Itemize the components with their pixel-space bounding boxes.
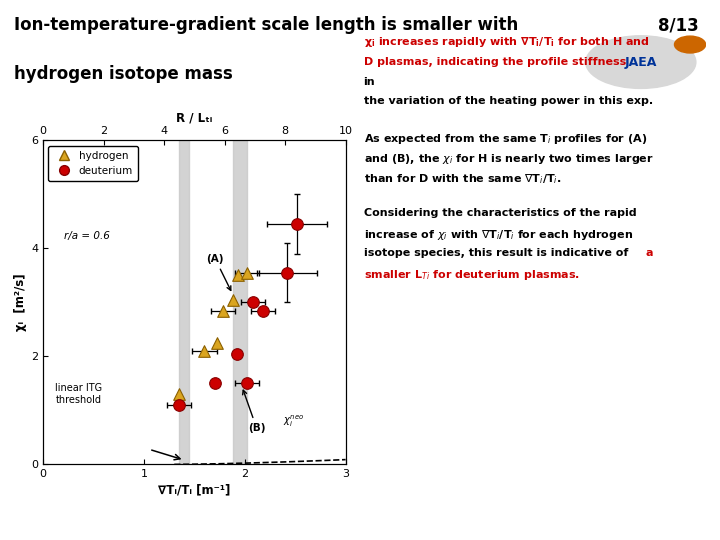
- Text: $\chi_i^{neo}$: $\chi_i^{neo}$: [283, 414, 304, 429]
- Text: the variation of the heating power in this exp.: the variation of the heating power in th…: [364, 96, 653, 106]
- Text: JAEA: JAEA: [625, 56, 657, 69]
- Text: and (B), the $\chi_i$ for H is nearly two times larger: and (B), the $\chi_i$ for H is nearly tw…: [364, 152, 654, 166]
- Point: [282, 268, 293, 277]
- Text: linear ITG
threshold: linear ITG threshold: [55, 383, 102, 405]
- Legend: hydrogen, deuterium: hydrogen, deuterium: [48, 146, 138, 181]
- Bar: [233, 140, 247, 464]
- Text: Considering the characteristics of the rapid: Considering the characteristics of the r…: [364, 208, 636, 218]
- Point: [227, 295, 238, 304]
- X-axis label: ∇Tᵢ/Tᵢ [m⁻¹]: ∇Tᵢ/Tᵢ [m⁻¹]: [158, 483, 230, 496]
- Point: [209, 379, 220, 388]
- Text: isotope species, this result is indicative of: isotope species, this result is indicati…: [364, 248, 628, 258]
- Text: D plasmas, indicating the profile stiffness: D plasmas, indicating the profile stiffn…: [364, 57, 626, 67]
- Circle shape: [675, 36, 706, 53]
- Text: smaller L$_{Ti}$ for deuterium plasmas.: smaller L$_{Ti}$ for deuterium plasmas.: [364, 268, 580, 282]
- Point: [232, 271, 243, 280]
- Point: [199, 347, 210, 355]
- Point: [257, 306, 269, 315]
- Point: [292, 220, 303, 228]
- Ellipse shape: [585, 36, 696, 89]
- Text: As expected from the same T$_i$ profiles for (A): As expected from the same T$_i$ profiles…: [364, 132, 647, 146]
- X-axis label: R / Lₜᵢ: R / Lₜᵢ: [176, 111, 212, 124]
- Y-axis label: χᵢ  [m²/s]: χᵢ [m²/s]: [14, 274, 27, 331]
- Text: increase of $\chi_i$ with $\nabla$T$_i$/T$_i$ for each hydrogen: increase of $\chi_i$ with $\nabla$T$_i$/…: [364, 228, 633, 242]
- Bar: [179, 140, 189, 464]
- Point: [241, 379, 253, 388]
- Text: than for D with the same $\nabla$T$_i$/T$_i$.: than for D with the same $\nabla$T$_i$/T…: [364, 172, 561, 186]
- Text: Ion-temperature-gradient scale length is smaller with: Ion-temperature-gradient scale length is…: [14, 16, 518, 34]
- Text: hydrogen isotope mass: hydrogen isotope mass: [14, 65, 233, 83]
- Point: [174, 390, 185, 399]
- Text: (A): (A): [207, 254, 231, 291]
- Text: (B): (B): [243, 390, 266, 433]
- Text: a: a: [645, 248, 652, 258]
- Point: [174, 401, 185, 409]
- Text: $\bf{\chi_i}$ increases rapidly with $\bf{\nabla T_i/T_i}$ for both H and: $\bf{\chi_i}$ increases rapidly with $\b…: [364, 35, 649, 49]
- Text: in: in: [364, 77, 375, 87]
- Point: [247, 298, 258, 307]
- Point: [241, 268, 253, 277]
- Text: 8/13: 8/13: [657, 16, 698, 34]
- Point: [217, 306, 228, 315]
- Point: [231, 349, 243, 358]
- Text: r/a = 0.6: r/a = 0.6: [64, 231, 110, 241]
- Point: [211, 339, 222, 347]
